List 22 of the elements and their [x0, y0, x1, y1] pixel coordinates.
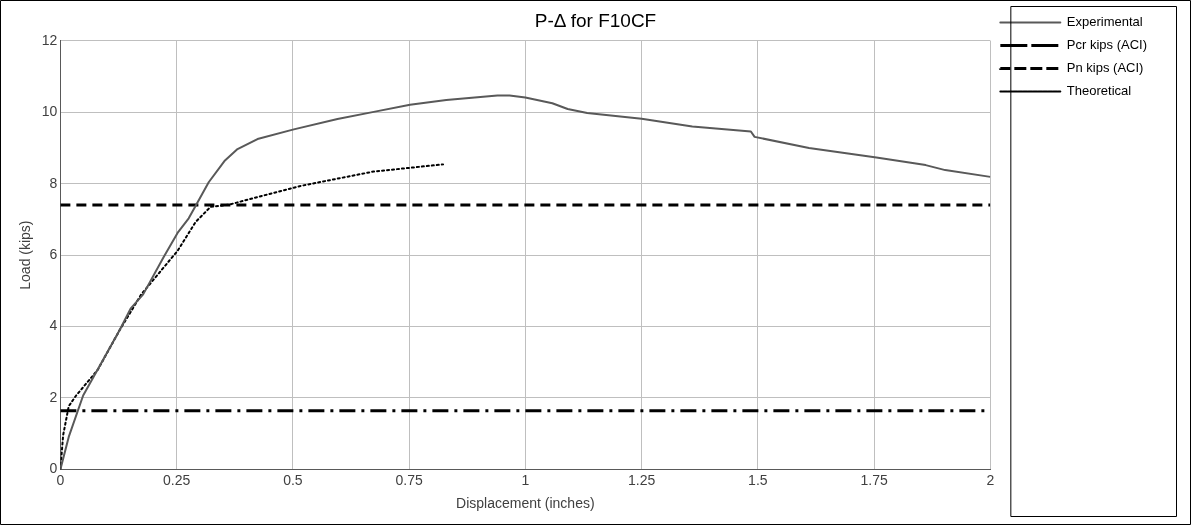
chart-title: P-Δ for F10CF — [534, 9, 657, 31]
x-tick-label: 1.5 — [748, 471, 768, 488]
y-tick-label: 6 — [49, 245, 58, 262]
y-tick-label: 4 — [49, 317, 58, 334]
y-tick-label: 8 — [49, 174, 58, 191]
legend-label: Pn kips (ACI) — [1066, 60, 1144, 76]
x-tick-label: 0.75 — [395, 471, 423, 488]
x-axis-title: Displacement (inches) — [456, 495, 595, 512]
x-tick-label: 0.5 — [283, 471, 303, 488]
y-tick-label: 2 — [49, 388, 58, 405]
y-tick-label: 12 — [41, 31, 58, 48]
legend-label: Theoretical — [1066, 83, 1132, 99]
y-tick-label: 0 — [49, 460, 58, 477]
x-tick-label: 1.25 — [627, 471, 656, 488]
x-tick-label: 0.25 — [162, 471, 191, 488]
x-tick-label: 1 — [521, 471, 530, 488]
x-tick-label: 2 — [986, 471, 995, 488]
legend-label: Experimental — [1066, 14, 1143, 30]
x-tick-label: 1.75 — [860, 471, 888, 488]
y-tick-label: 10 — [41, 103, 58, 120]
y-axis-title: Load (kips) — [17, 220, 34, 290]
legend-label: Pcr kips (ACI) — [1066, 37, 1147, 53]
